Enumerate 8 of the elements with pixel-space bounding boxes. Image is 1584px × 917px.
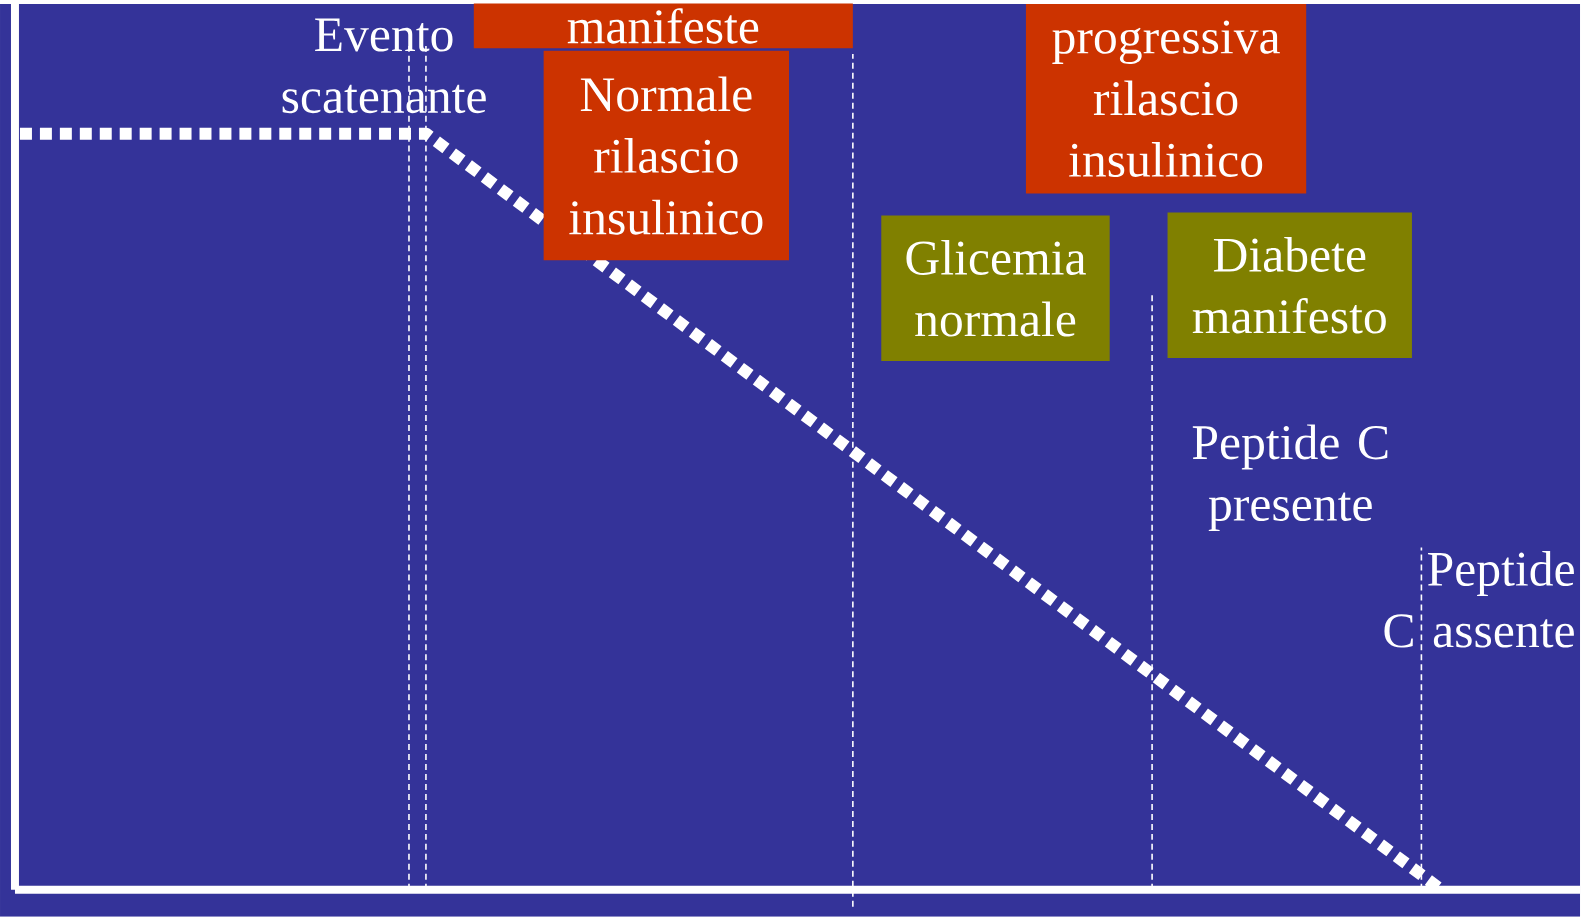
text: Evento scatenante (282, 18, 486, 114)
annotation: Diabete manifesto (1192, 237, 1386, 334)
annotation: Peptide C assente (1384, 551, 1574, 648)
annotation: progressiva rilascio insulinico (1052, 20, 1280, 178)
annotation: Glicemia normale (906, 240, 1086, 337)
annotation: Peptide C presente (1192, 424, 1388, 532)
text: manifeste (567, 8, 759, 44)
annotation: Normale rilascio insulinico (569, 76, 763, 235)
